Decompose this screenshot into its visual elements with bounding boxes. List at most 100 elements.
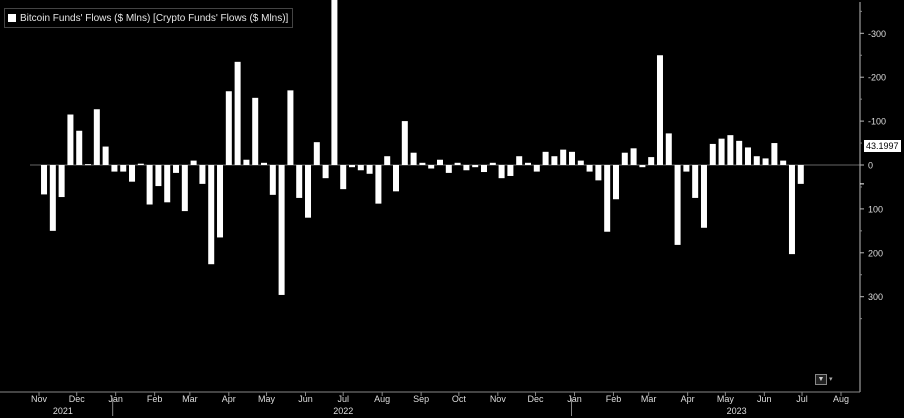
bar [656, 55, 663, 165]
bar [771, 143, 778, 165]
year-label: 2022 [333, 406, 353, 416]
bar [577, 160, 584, 165]
legend-swatch [8, 14, 16, 22]
x-tick-label: Jan [108, 394, 123, 404]
bar [296, 165, 303, 198]
bar [736, 140, 743, 165]
bar [683, 165, 690, 172]
bar [164, 165, 171, 203]
bar [401, 121, 408, 165]
bar [225, 91, 232, 165]
x-tick-label: Jul [796, 394, 808, 404]
bar [700, 165, 707, 228]
y-tick-label: 0 [868, 161, 873, 171]
x-tick-label: Jun [757, 394, 772, 404]
bar [93, 109, 100, 165]
y-tick-label: 300 [868, 292, 883, 302]
bar [639, 165, 646, 168]
bar [445, 165, 452, 173]
bar [58, 165, 65, 198]
x-tick-label: Apr [681, 394, 695, 404]
bar [560, 149, 567, 165]
bar [780, 160, 787, 165]
bar [595, 165, 602, 181]
bar [612, 165, 619, 200]
expand-arrow-icon[interactable]: ▾ [829, 376, 833, 383]
bar [67, 114, 74, 165]
bar [243, 159, 250, 165]
bar [674, 165, 681, 245]
bar [393, 165, 400, 192]
bar [305, 165, 312, 218]
bar [252, 97, 259, 165]
bar [49, 165, 56, 231]
bar [762, 158, 769, 165]
x-tick-label: Jul [337, 394, 349, 404]
y-tick-label: 200 [868, 248, 883, 258]
bar [753, 156, 760, 165]
bar [85, 164, 92, 166]
bar [155, 165, 162, 187]
year-label: 2023 [727, 406, 747, 416]
legend: Bitcoin Funds' Flows ($ Mlns) [Crypto Fu… [4, 8, 294, 28]
bar [340, 165, 347, 190]
bar [621, 152, 628, 165]
bar [788, 165, 795, 255]
bar [648, 157, 655, 165]
bar [419, 162, 426, 165]
bar [261, 162, 268, 165]
bar [437, 159, 443, 165]
x-tick-label: Jan [567, 394, 582, 404]
bar [173, 165, 180, 173]
chart-menu-button[interactable]: ▼ [815, 374, 827, 385]
bar [454, 162, 461, 165]
bar [313, 142, 320, 165]
bar [366, 165, 373, 174]
legend-label: Bitcoin Funds' Flows ($ Mlns) [Crypto Fu… [20, 12, 289, 24]
bar [665, 133, 672, 165]
x-tick-label: Feb [147, 394, 163, 404]
bar [524, 162, 531, 165]
last-value-label: 43.1997 [864, 140, 901, 152]
x-tick-label: Aug [833, 394, 849, 404]
bar [542, 151, 549, 165]
x-tick-label: Nov [31, 394, 48, 404]
bar [718, 138, 725, 165]
y-tick-label: -200 [868, 73, 886, 83]
bar [516, 156, 523, 165]
bar [146, 165, 153, 205]
x-tick-label: Feb [606, 394, 622, 404]
bar [120, 165, 127, 172]
bar [357, 165, 364, 171]
bar [102, 146, 109, 165]
bar [498, 165, 505, 179]
bar [199, 165, 206, 184]
bar [727, 135, 734, 165]
bar [507, 165, 514, 176]
x-tick-label: Dec [528, 394, 545, 404]
x-tick-label: Mar [182, 394, 198, 404]
bar [208, 165, 215, 265]
x-tick-label: Mar [641, 394, 657, 404]
bar [797, 165, 804, 184]
x-tick-label: Jun [298, 394, 313, 404]
bar [234, 61, 241, 165]
bar [384, 156, 391, 165]
bar [349, 165, 356, 168]
bar [278, 165, 285, 295]
bar [551, 156, 558, 165]
bar [480, 165, 487, 173]
bar [322, 165, 329, 179]
bar [568, 151, 575, 165]
bar [410, 152, 417, 165]
bar [709, 143, 716, 165]
bar [111, 165, 118, 172]
bar [41, 165, 48, 195]
y-tick-label: 100 [868, 204, 883, 214]
x-tick-label: Nov [490, 394, 507, 404]
x-tick-label: Oct [452, 394, 467, 404]
x-tick-label: May [258, 394, 276, 404]
bar [181, 165, 188, 212]
bar [428, 165, 435, 169]
